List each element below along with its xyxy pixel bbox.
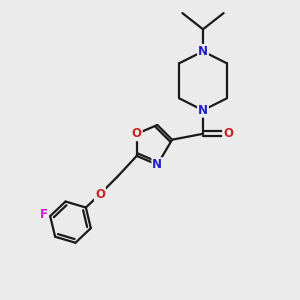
Text: F: F (40, 208, 48, 221)
Text: O: O (132, 127, 142, 140)
Text: N: N (198, 104, 208, 117)
Text: N: N (198, 45, 208, 58)
Text: O: O (95, 188, 105, 201)
Text: N: N (152, 158, 162, 171)
Text: O: O (223, 127, 233, 140)
